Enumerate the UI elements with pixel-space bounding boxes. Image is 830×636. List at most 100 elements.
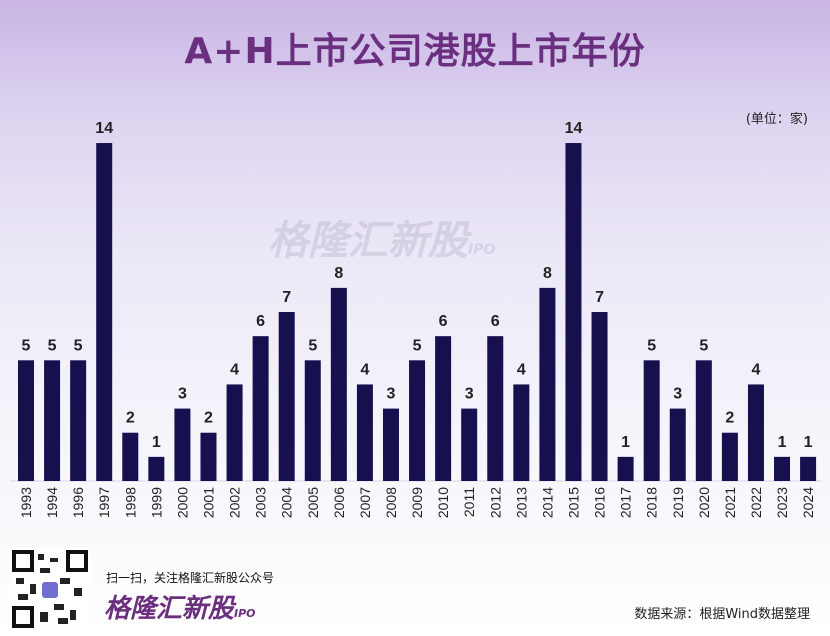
x-tick-label: 2015	[565, 487, 581, 518]
watermark-suffix: IPO	[468, 242, 496, 258]
bar	[200, 432, 217, 481]
bar	[461, 408, 478, 481]
bar	[96, 143, 113, 482]
data-label: 6	[491, 313, 500, 330]
data-label: 8	[543, 265, 552, 282]
bar	[591, 312, 608, 481]
data-label: 4	[517, 361, 526, 378]
chart-title: A+H上市公司港股上市年份	[184, 31, 646, 72]
x-tick-label: 2009	[409, 487, 425, 518]
brand-suffix: IPO	[234, 607, 256, 620]
data-label: 5	[308, 337, 317, 354]
data-label: 8	[334, 265, 343, 282]
x-tick-label: 1999	[148, 487, 164, 518]
data-label: 1	[778, 434, 787, 451]
x-tick-label: 2020	[696, 487, 712, 518]
bar	[44, 360, 61, 481]
data-label: 3	[673, 386, 682, 403]
x-tick-label: 2005	[305, 487, 321, 518]
data-label: 1	[152, 434, 161, 451]
x-tick-label: 1998	[122, 487, 138, 518]
watermark-text: 格隆汇新股	[268, 218, 468, 264]
x-tick-label: 2001	[200, 487, 216, 518]
data-label: 1	[804, 434, 813, 451]
data-label: 5	[74, 337, 83, 354]
bar	[356, 384, 373, 481]
x-tick-label: 2003	[253, 487, 269, 518]
bar	[278, 312, 295, 481]
data-label: 3	[387, 386, 396, 403]
x-tick-label: 2018	[644, 487, 660, 518]
bar	[695, 360, 712, 481]
bar	[513, 384, 530, 481]
follow-text: 扫一扫，关注格隆汇新股公众号	[106, 571, 275, 585]
brand-logo: 格隆汇新股IPO	[104, 588, 256, 625]
data-label: 14	[95, 120, 113, 137]
x-tick-label: 1997	[96, 487, 112, 518]
data-label: 5	[413, 337, 422, 354]
bar	[174, 408, 191, 481]
data-label: 2	[126, 410, 135, 427]
data-label: 4	[360, 361, 369, 378]
bar	[252, 336, 269, 481]
data-label: 7	[595, 289, 604, 306]
x-tick-label: 2004	[279, 487, 295, 518]
bar	[122, 432, 139, 481]
x-tick-label: 2019	[670, 487, 686, 518]
data-label: 3	[178, 386, 187, 403]
data-label: 4	[230, 361, 239, 378]
data-label: 2	[204, 410, 213, 427]
bar	[539, 287, 556, 481]
data-label: 6	[439, 313, 448, 330]
data-label: 3	[465, 386, 474, 403]
x-tick-label: 1996	[70, 487, 86, 518]
bar	[148, 456, 165, 481]
x-tick-label: 2012	[487, 487, 503, 518]
x-tick-label: 2024	[800, 487, 816, 518]
data-label: 2	[725, 410, 734, 427]
data-source: 数据来源：根据Wind数据整理	[634, 607, 810, 622]
bar	[304, 360, 321, 481]
bar	[643, 360, 660, 481]
x-tick-label: 2011	[461, 487, 477, 517]
bar	[18, 360, 34, 481]
bar	[565, 143, 582, 482]
x-tick-label: 2016	[592, 487, 608, 518]
x-tick-label: 2010	[435, 487, 451, 518]
data-label: 5	[647, 337, 656, 354]
bar	[70, 360, 87, 481]
x-tick-label: 2000	[174, 487, 190, 518]
x-tick-label: 1993	[18, 487, 34, 518]
bar	[617, 456, 634, 481]
bar	[409, 360, 426, 481]
brand-name: 格隆汇新股	[104, 594, 235, 624]
data-label: 14	[565, 120, 583, 137]
data-label: 4	[752, 361, 761, 378]
data-label: 5	[22, 337, 31, 354]
bar	[226, 384, 243, 481]
bar	[747, 384, 764, 481]
x-tick-label: 2002	[227, 487, 243, 518]
bar	[721, 432, 738, 481]
bar	[487, 336, 504, 481]
x-tick-label: 2021	[722, 487, 738, 518]
x-tick-label: 2013	[513, 487, 529, 518]
x-tick-label: 2007	[357, 487, 373, 518]
x-tick-label: 2008	[383, 487, 399, 518]
bar	[435, 336, 452, 481]
bar	[382, 408, 399, 481]
x-tick-label: 1994	[44, 487, 60, 518]
data-label: 1	[621, 434, 630, 451]
bar	[800, 456, 817, 481]
data-label: 6	[256, 313, 265, 330]
bar	[774, 456, 791, 481]
x-tick-label: 2022	[748, 487, 764, 518]
unit-label: (单位：家)	[745, 112, 808, 127]
data-label: 5	[48, 337, 57, 354]
bar	[669, 408, 686, 481]
data-label: 5	[699, 337, 708, 354]
qr-code	[10, 548, 90, 630]
data-label: 7	[282, 289, 291, 306]
x-tick-label: 2006	[331, 487, 347, 518]
